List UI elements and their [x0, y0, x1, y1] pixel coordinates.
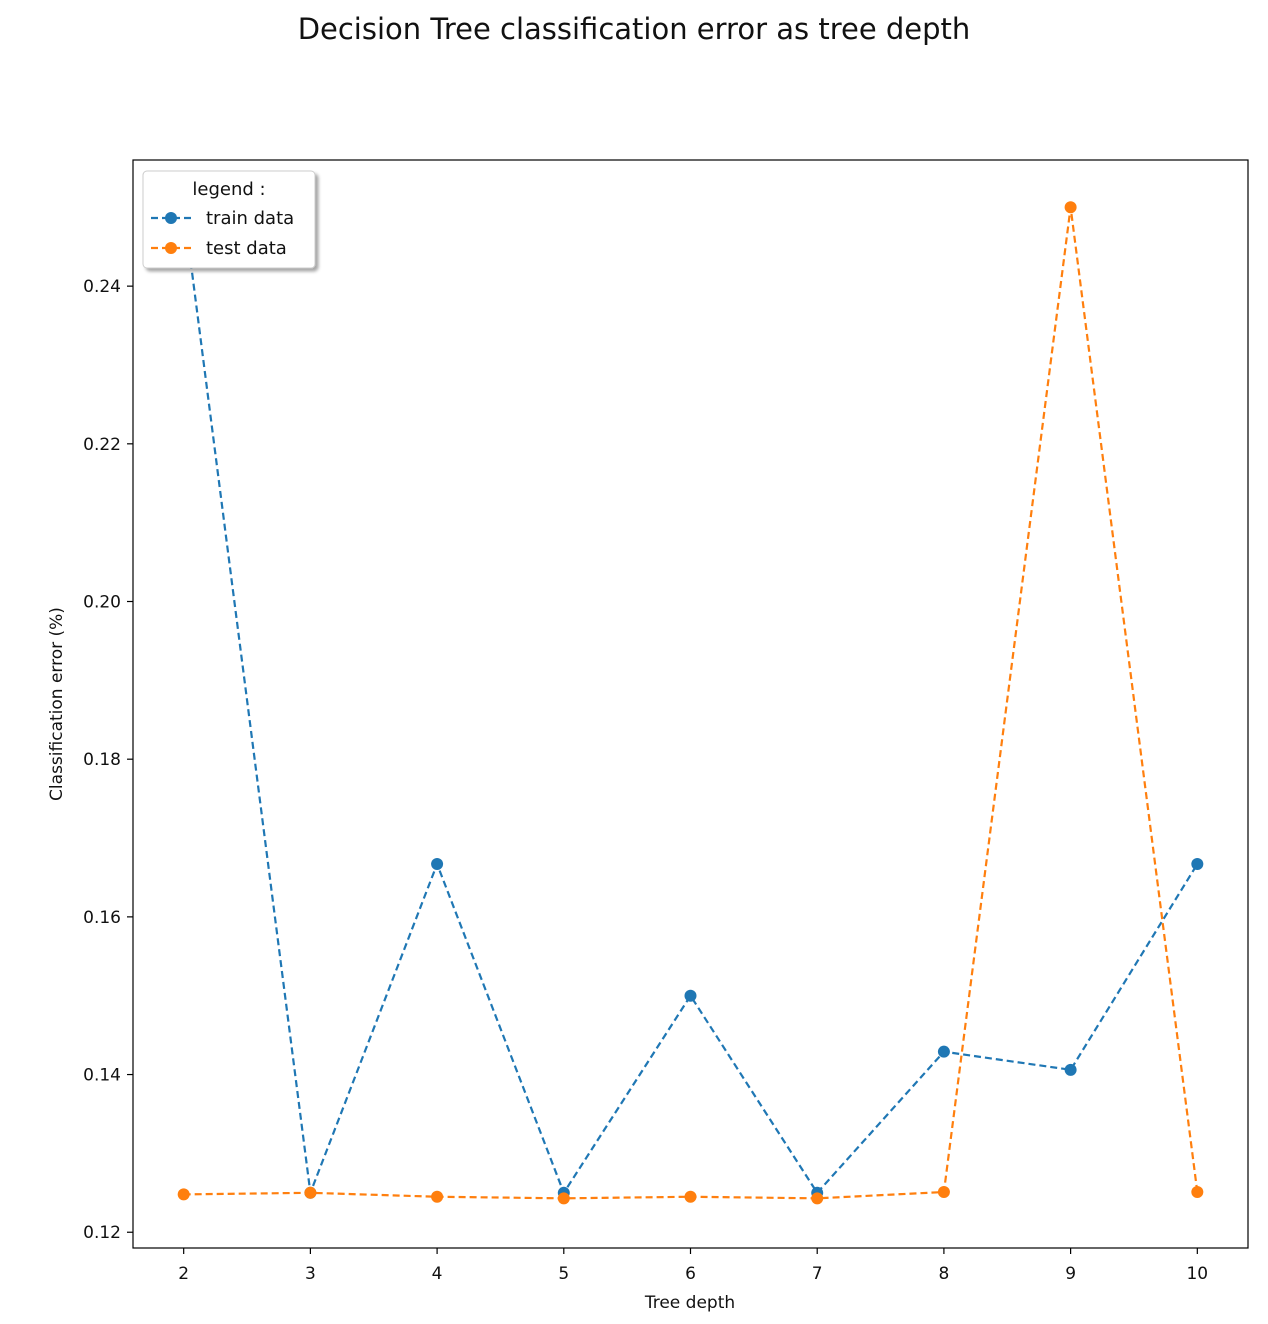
y-tick-label: 0.16 [83, 908, 121, 928]
legend-train-label: train data [206, 208, 294, 229]
x-tick-label: 6 [685, 1264, 696, 1284]
x-tick-label: 10 [1186, 1264, 1208, 1284]
test-data-point [304, 1186, 317, 1199]
test-data-point [557, 1192, 570, 1205]
y-tick-label: 0.24 [83, 277, 121, 297]
y-axis-label: Classification error (%) [47, 607, 67, 801]
x-tick-label: 4 [432, 1264, 443, 1284]
y-tick-label: 0.20 [83, 593, 121, 613]
legend-test-marker [165, 242, 177, 254]
test-data-point [937, 1186, 950, 1199]
y-tick-label: 0.22 [83, 435, 121, 455]
plot-area [133, 160, 1248, 1248]
train-data-point [1191, 858, 1204, 871]
y-tick-label: 0.18 [83, 750, 121, 770]
legend-box [142, 170, 316, 269]
x-tick-label: 2 [178, 1264, 189, 1284]
x-tick-label: 7 [812, 1264, 823, 1284]
test-data-point [177, 1188, 190, 1201]
legend: legend : train data test data [142, 170, 316, 269]
x-tick-label: 9 [1065, 1264, 1076, 1284]
y-tick-label: 0.14 [83, 1066, 121, 1086]
x-tick-label: 3 [305, 1264, 316, 1284]
test-data-point [1064, 201, 1077, 214]
train-data-point [937, 1045, 950, 1058]
x-axis-label: Tree depth [644, 1293, 735, 1313]
test-data-point [1191, 1186, 1204, 1199]
test-data-point [684, 1190, 697, 1203]
train-data-point [1064, 1063, 1077, 1076]
legend-test-label: test data [206, 238, 287, 259]
train-series-line [182, 207, 1199, 1196]
legend-train-marker [165, 212, 177, 224]
train-data-point [684, 989, 697, 1002]
test-data-point [811, 1192, 824, 1205]
x-tick-label: 8 [938, 1264, 949, 1284]
x-tick-label: 5 [558, 1264, 569, 1284]
legend-title: legend : [192, 179, 265, 200]
y-tick-label: 0.12 [83, 1223, 121, 1243]
chart-title: Decision Tree classification error as tr… [297, 12, 971, 46]
train-data-point [431, 858, 444, 871]
test-data-point [431, 1190, 444, 1203]
